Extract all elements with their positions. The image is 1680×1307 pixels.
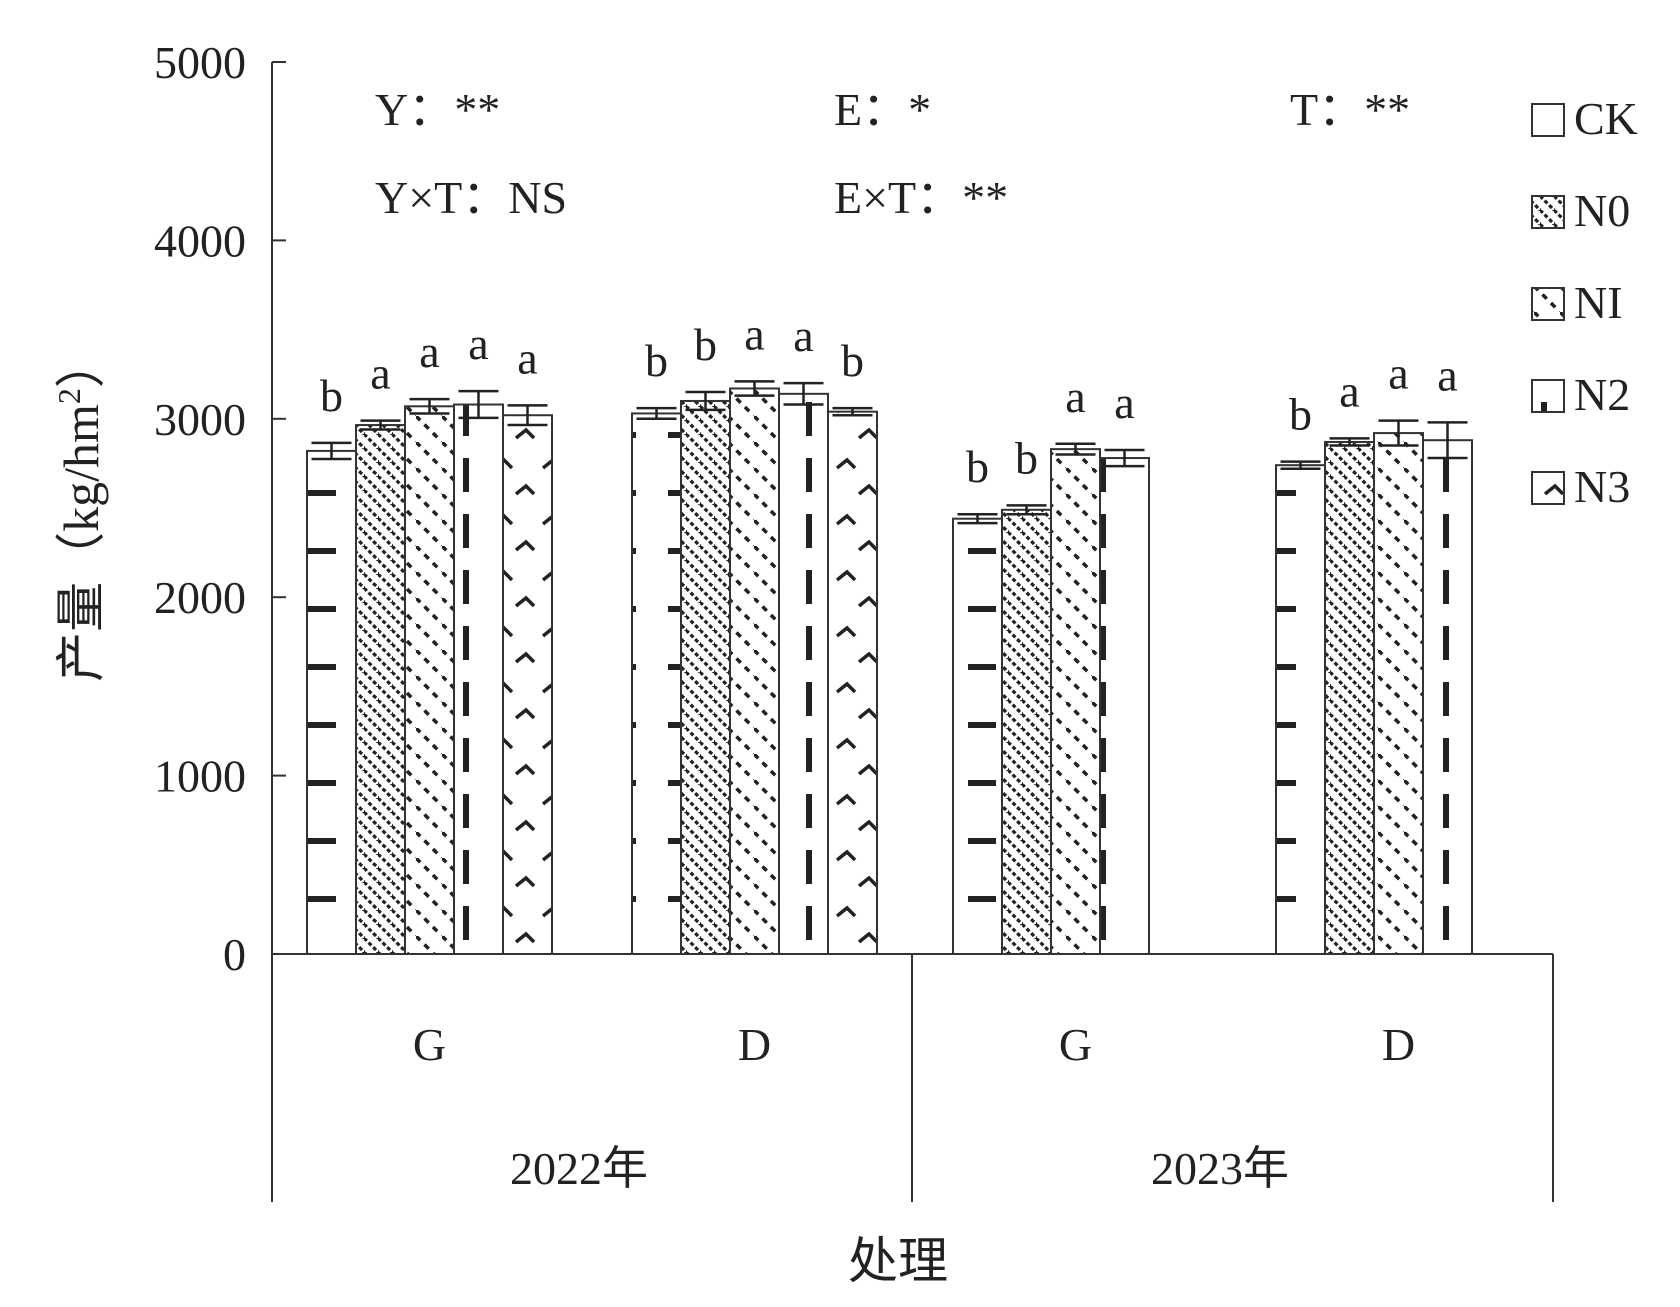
significance-letter: b xyxy=(966,441,989,492)
bar-n3 xyxy=(827,410,878,955)
legend-label: CK xyxy=(1574,93,1638,144)
y-ticks: 0 1000 2000 3000 4000 5000 xyxy=(154,37,286,980)
bar-n0 xyxy=(355,424,406,955)
significance-letter: a xyxy=(370,348,390,399)
bar-n3 xyxy=(502,414,553,955)
year-label-2023: 2023年 xyxy=(1151,1143,1289,1194)
stat-e-x-t: E×T：** xyxy=(834,172,1008,223)
y-tick-label: 4000 xyxy=(154,215,246,266)
significance-letter: b xyxy=(320,370,343,421)
legend-label: N0 xyxy=(1574,185,1630,236)
y-axis-title-text: 产量（kg/hm xyxy=(53,404,109,682)
significance-letter: b xyxy=(694,319,717,370)
legend-label: N2 xyxy=(1574,369,1630,420)
significance-letter: a xyxy=(1437,349,1457,400)
legend-swatch-ck xyxy=(1531,103,1565,137)
stats-annotations: Y：** E：* T：** Y×T：NS E×T：** xyxy=(375,84,1410,223)
bar-ni xyxy=(404,405,455,955)
x-axis-title: 处理 xyxy=(848,1233,948,1289)
group-label: D xyxy=(738,1019,771,1070)
bar-n0 xyxy=(680,399,731,955)
error-bars xyxy=(311,380,1468,525)
significance-letter: b xyxy=(1289,389,1312,440)
bar-ni xyxy=(1050,448,1101,955)
significance-letter: b xyxy=(841,335,864,386)
significance-letter: b xyxy=(1015,432,1038,483)
stat-t: T：** xyxy=(1290,84,1410,135)
legend-label: NI xyxy=(1574,277,1623,328)
significance-letter: a xyxy=(793,310,813,361)
legend-swatch-n3 xyxy=(1531,471,1565,505)
significance-letter: a xyxy=(517,332,537,383)
y-tick-label: 3000 xyxy=(154,394,246,445)
stat-e: E：* xyxy=(834,84,931,135)
legend: CK N0 NI N2 N3 xyxy=(1531,93,1638,512)
y-tick-label: 5000 xyxy=(154,37,246,88)
year-label-2022: 2022年 xyxy=(510,1143,648,1194)
legend-swatch-n2 xyxy=(1531,379,1565,413)
significance-letter: a xyxy=(1339,365,1359,416)
y-tick-label: 2000 xyxy=(154,572,246,623)
stat-y: Y：** xyxy=(375,84,500,135)
group-label: G xyxy=(1059,1019,1092,1070)
bar-n2 xyxy=(1422,439,1473,955)
y-axis-title-sup: 2 xyxy=(51,388,87,404)
significance-letter: a xyxy=(1114,377,1134,428)
group-label: D xyxy=(1382,1019,1415,1070)
bars xyxy=(306,387,1473,956)
y-tick-label: 1000 xyxy=(154,751,246,802)
bar-ni xyxy=(729,387,780,955)
bar-n0 xyxy=(1001,508,1052,955)
significance-letter: a xyxy=(419,326,439,377)
legend-swatch-ni xyxy=(1531,287,1565,321)
legend-label: N3 xyxy=(1574,461,1630,512)
significance-letter: a xyxy=(468,318,488,369)
bar-ck xyxy=(631,412,682,955)
y-axis-title-close: ） xyxy=(53,338,109,388)
significance-letter: b xyxy=(645,335,668,386)
bar-n2 xyxy=(1099,457,1150,955)
y-axis-title: 产量（kg/hm2） xyxy=(51,338,109,682)
significance-letters: b a a a a b b a a bb ba a b a a a xyxy=(320,308,1458,492)
stat-y-x-t: Y×T：NS xyxy=(375,172,567,223)
bar-ni xyxy=(1373,432,1424,955)
significance-letter: a xyxy=(1388,348,1408,399)
significance-letter: a xyxy=(744,308,764,359)
bar-n2 xyxy=(453,403,504,955)
group-label: G xyxy=(413,1019,446,1070)
y-tick-label: 0 xyxy=(223,929,246,980)
legend-swatch-n0 xyxy=(1531,195,1565,229)
significance-letter: a xyxy=(1065,371,1085,422)
bar-ck xyxy=(952,517,1003,955)
bar-ck xyxy=(306,449,357,955)
bar-n2 xyxy=(778,392,829,956)
bar-ck xyxy=(1275,464,1326,955)
bar-n0 xyxy=(1324,440,1375,955)
